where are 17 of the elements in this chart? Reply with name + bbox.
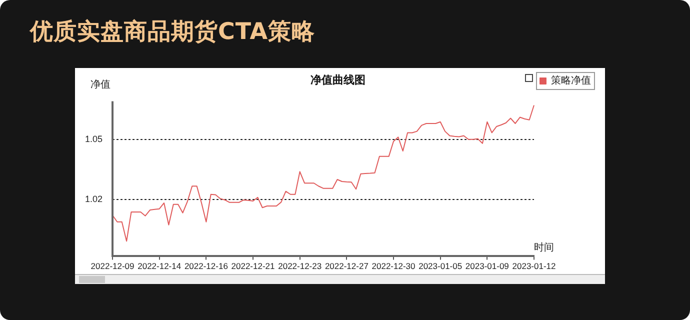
- x-tick-label: 2022-12-09: [90, 261, 135, 272]
- y-tick-label: 1.05: [84, 134, 103, 144]
- y-tick-label: 1.02: [84, 194, 103, 204]
- x-tick-label: 2022-12-16: [184, 261, 228, 272]
- x-tick-label: 2023-01-09: [465, 261, 510, 272]
- chart-title: 净值曲线图: [310, 73, 366, 86]
- x-tick-label: 2022-12-23: [278, 261, 322, 272]
- chart-subtitle: 优质实盘商品期货CTA策略: [30, 18, 316, 47]
- x-axis-title: 时间: [534, 241, 554, 254]
- x-tick-label: 2022-12-14: [138, 261, 182, 272]
- x-tick-label: 2022-12-21: [231, 261, 276, 272]
- x-tick-label: 2022-12-30: [372, 261, 416, 272]
- x-tick-label: 2023-01-12: [512, 261, 556, 272]
- x-tick-label: 2022-12-27: [324, 261, 369, 272]
- x-tick-label: 2023-01-05: [418, 261, 462, 272]
- legend-label: 策略净值: [551, 74, 591, 87]
- y-axis-title: 净值: [90, 78, 111, 91]
